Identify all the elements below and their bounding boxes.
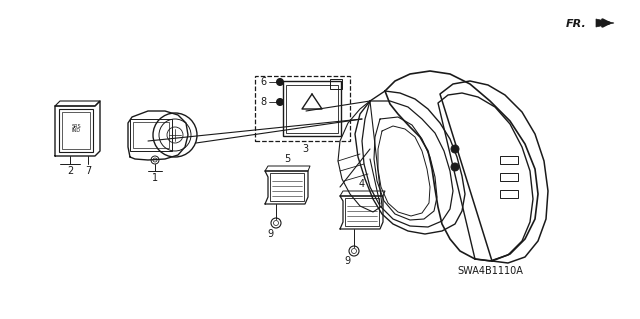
Bar <box>283 81 341 136</box>
Text: 9: 9 <box>267 229 273 239</box>
Bar <box>345 198 379 226</box>
Text: FR.: FR. <box>566 19 586 29</box>
Bar <box>130 119 172 151</box>
Circle shape <box>451 145 459 153</box>
Text: SRS: SRS <box>71 123 81 129</box>
Text: 3: 3 <box>302 144 308 154</box>
Polygon shape <box>596 19 614 27</box>
Text: 6: 6 <box>260 77 266 87</box>
Circle shape <box>276 78 284 85</box>
Text: 2: 2 <box>67 166 73 176</box>
Text: 1: 1 <box>152 173 158 183</box>
Circle shape <box>451 163 459 171</box>
Text: 7: 7 <box>85 166 91 176</box>
Bar <box>270 173 304 201</box>
Bar <box>255 76 350 141</box>
Bar <box>500 190 518 198</box>
Bar <box>286 85 338 133</box>
Text: IND: IND <box>72 129 81 133</box>
Bar <box>330 79 342 89</box>
Text: 8: 8 <box>260 97 266 107</box>
Text: 5: 5 <box>284 154 290 164</box>
Bar <box>500 173 518 181</box>
Bar <box>62 112 90 149</box>
Bar <box>59 109 93 152</box>
Circle shape <box>276 99 284 106</box>
Bar <box>133 122 169 148</box>
Text: 9: 9 <box>344 256 350 266</box>
Bar <box>500 156 518 164</box>
Text: 4: 4 <box>359 179 365 189</box>
Text: SWA4B1110A: SWA4B1110A <box>457 266 523 276</box>
